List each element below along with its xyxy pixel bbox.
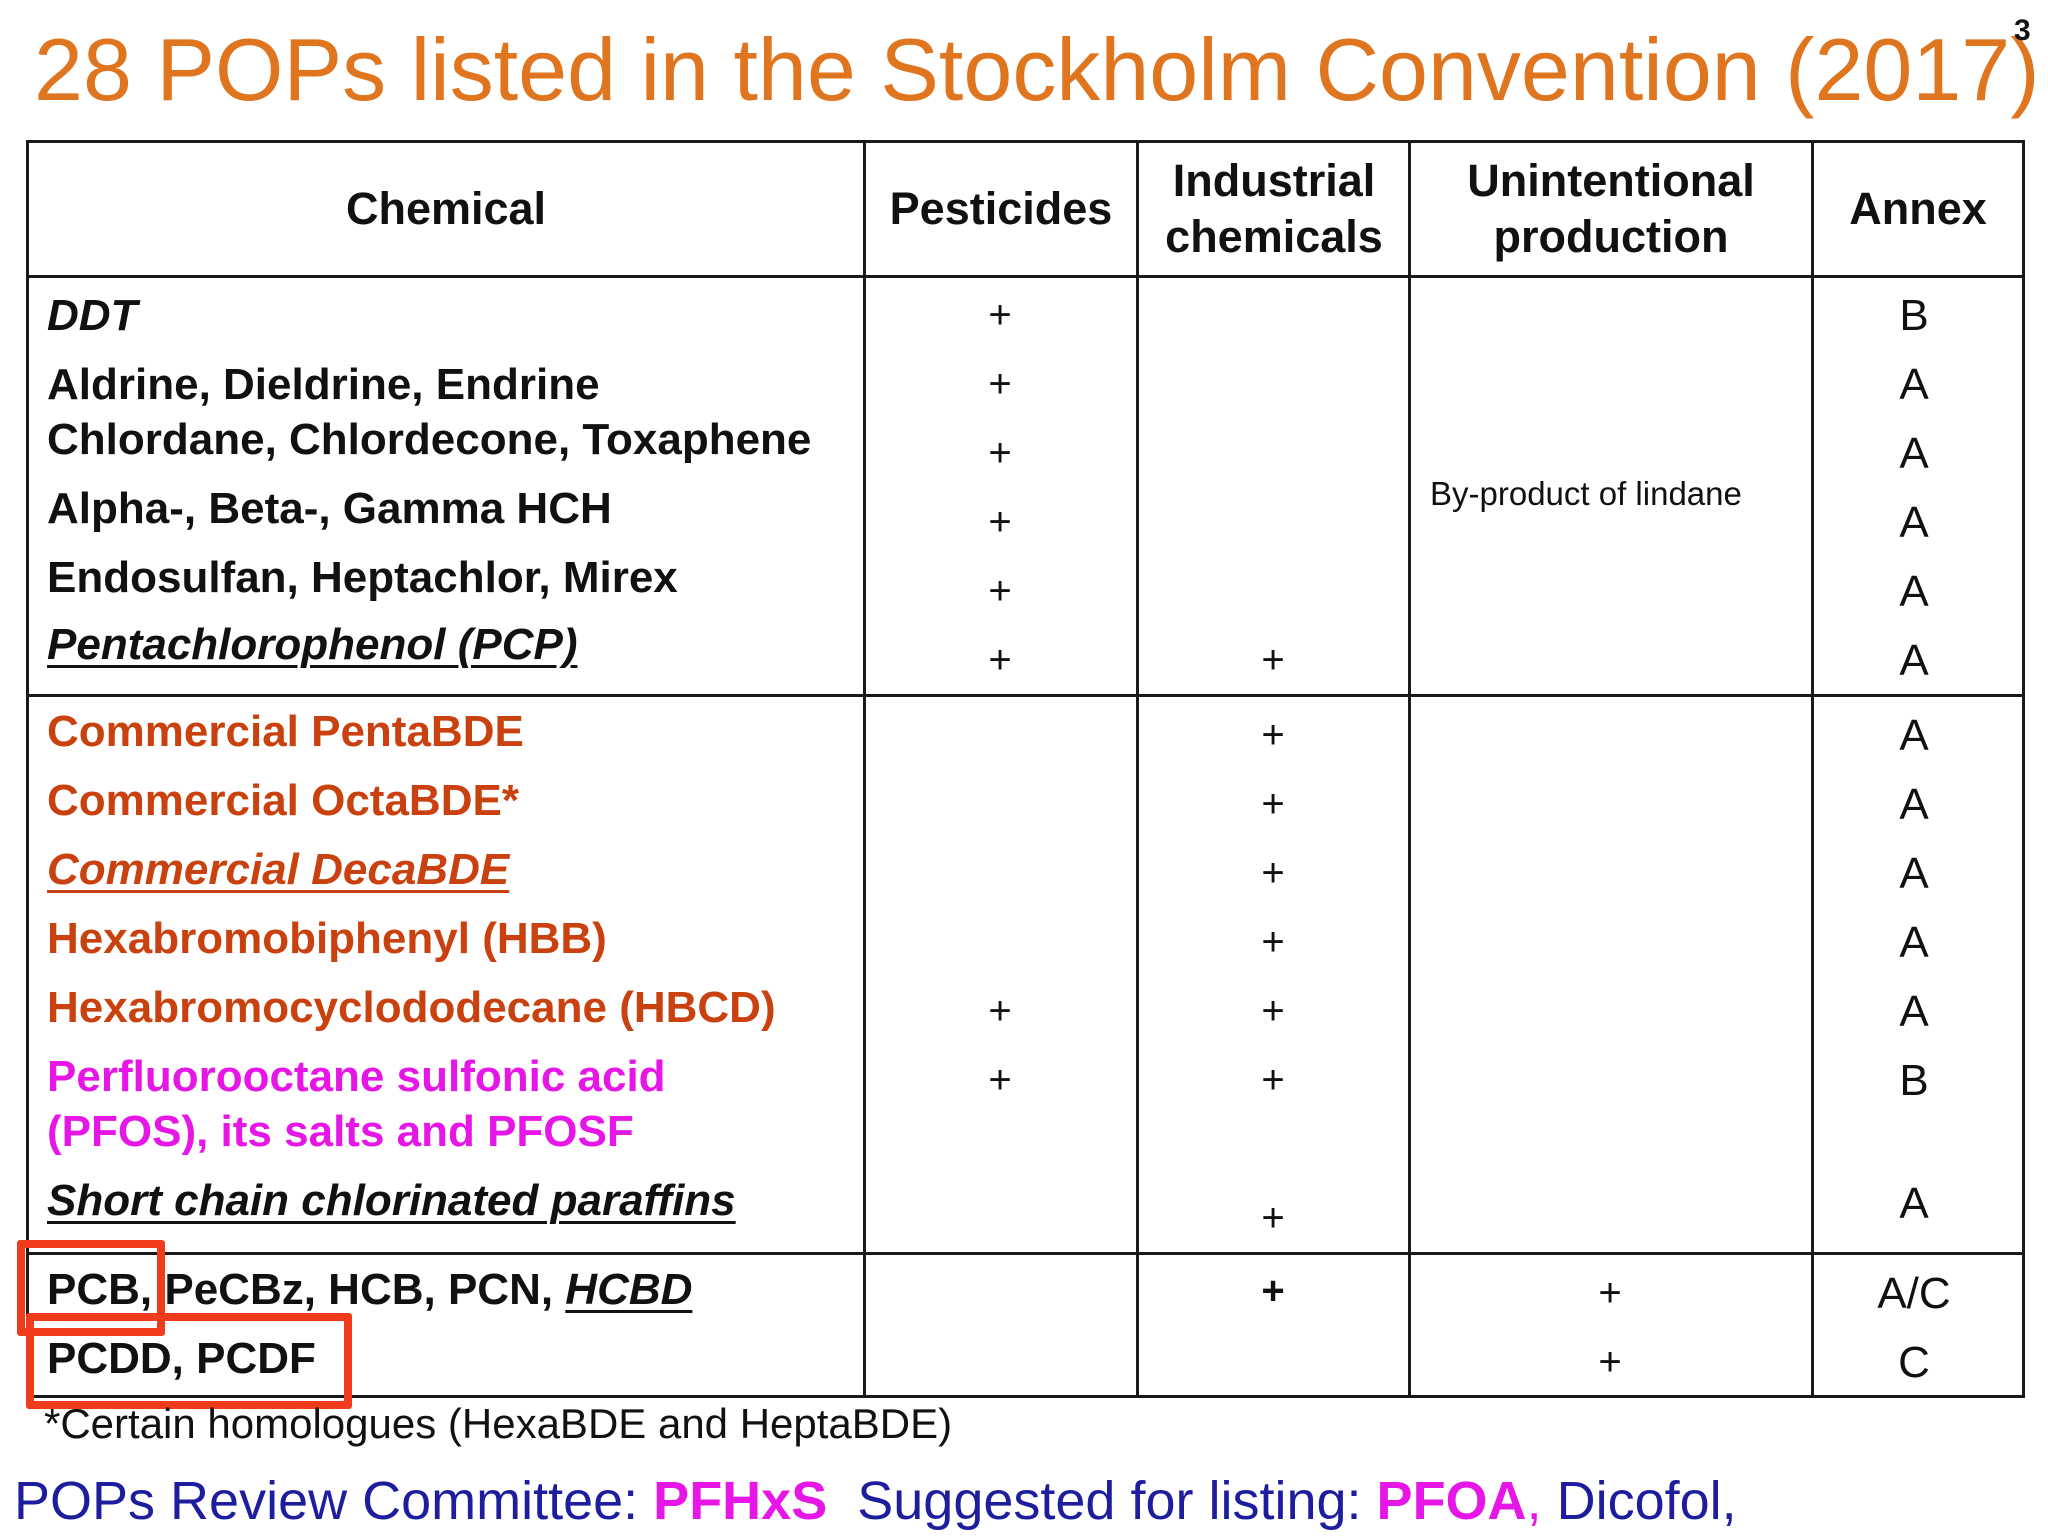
suggested-label: Suggested for listing: xyxy=(827,1471,1377,1531)
hch-pesticide-mark: + xyxy=(988,500,1012,544)
chemical-hbb: Hexabromobiphenyl (HBB) xyxy=(47,914,607,963)
hbb-annex: A xyxy=(1899,918,1929,967)
table-border-bottom xyxy=(26,1395,2025,1398)
pfhxs-label: PFHxS xyxy=(653,1471,828,1531)
chemical-pcp: Pentachlorophenol (PCP) xyxy=(47,620,578,669)
pfos-pesticide-mark: + xyxy=(988,1058,1012,1102)
group-divider-2 xyxy=(26,1252,2025,1255)
header-unintentional: Unintentional production xyxy=(1467,155,1755,262)
hbcd-pesticide-mark: + xyxy=(988,989,1012,1033)
dicofol-label: Dicofol, xyxy=(1541,1471,1737,1531)
pfoa-label: PFOA xyxy=(1376,1471,1527,1531)
hcbd-label: HCBD xyxy=(565,1265,693,1314)
chemical-hch: Alpha-, Beta-, Gamma HCH xyxy=(47,484,612,533)
chemical-pfos: Perfluorooctane sulfonic acid xyxy=(47,1052,666,1101)
col-divider-3 xyxy=(1408,140,1411,1398)
group-divider-1 xyxy=(26,694,2025,697)
pcb-annex: A/C xyxy=(1877,1269,1951,1318)
chemical-pcdd-pcdf: PCDD, PCDF xyxy=(47,1334,316,1383)
aldrine-pesticide-mark: + xyxy=(988,362,1012,406)
ddt-pesticide-mark: + xyxy=(988,293,1012,337)
table-border-top xyxy=(26,140,2025,143)
review-committee-line: POPs Review Committee: PFHxS Suggested f… xyxy=(14,1468,1737,1534)
ddt-annex: B xyxy=(1899,291,1929,340)
pops-table xyxy=(26,140,2025,1398)
octabde-annex: A xyxy=(1899,780,1929,829)
pcb-highlight-box xyxy=(17,1240,165,1336)
chemical-octabde: Commercial OctaBDE* xyxy=(47,776,519,825)
col-divider-1 xyxy=(863,140,866,1398)
table-border-left xyxy=(26,140,29,1398)
pcdd-pcdf-highlight-box xyxy=(26,1313,352,1409)
col-divider-4 xyxy=(1811,140,1814,1398)
hbb-industrial-mark: + xyxy=(1261,920,1285,964)
decabde-industrial-mark: + xyxy=(1261,851,1285,895)
chemical-endosulfan: Endosulfan, Heptachlor, Mirex xyxy=(47,553,678,602)
endosulfan-annex: A xyxy=(1899,567,1929,616)
pcb-industrial-mark: + xyxy=(1261,1269,1285,1313)
pcdd-unintentional-mark: + xyxy=(1598,1340,1622,1384)
sccp-industrial-mark: + xyxy=(1261,1196,1285,1240)
header-chemical: Chemical xyxy=(345,183,547,234)
chemical-pentabde: Commercial PentaBDE xyxy=(47,707,524,756)
hbcd-industrial-mark: + xyxy=(1261,989,1285,1033)
pentabde-annex: A xyxy=(1899,711,1929,760)
review-label: POPs Review Committee: xyxy=(14,1471,654,1531)
chemical-chlordane: Chlordane, Chlordecone, Toxaphene xyxy=(47,415,812,464)
header-industrial: Industrial chemicals xyxy=(1165,155,1383,262)
pcdd-annex: C xyxy=(1898,1338,1930,1387)
pentabde-industrial-mark: + xyxy=(1261,713,1285,757)
decabde-annex: A xyxy=(1899,849,1929,898)
pcp-pesticide-mark: + xyxy=(988,638,1012,682)
octabde-industrial-mark: + xyxy=(1261,782,1285,826)
header-divider xyxy=(26,275,2025,278)
slide-title: 28 POPs listed in the Stockholm Conventi… xyxy=(34,20,2040,119)
chemical-pfos-line2: (PFOS), its salts and PFOSF xyxy=(47,1107,634,1156)
footnote: *Certain homologues (HexaBDE and HeptaBD… xyxy=(44,1400,953,1447)
col-divider-2 xyxy=(1136,140,1139,1398)
aldrine-annex: A xyxy=(1899,360,1929,409)
pfoa-comma: , xyxy=(1526,1471,1542,1531)
header-annex: Annex xyxy=(1849,183,1987,234)
chemical-decabde: Commercial DecaBDE xyxy=(47,845,510,894)
hbcd-annex: A xyxy=(1899,987,1929,1036)
chemical-aldrine: Aldrine, Dieldrine, Endrine xyxy=(47,360,600,409)
pcb-unintentional-mark: + xyxy=(1598,1271,1622,1315)
endosulfan-pesticide-mark: + xyxy=(988,569,1012,613)
chemical-pcb-group: PCB, PeCBz, HCB, PCN, HCBD xyxy=(47,1262,692,1317)
pcb-label: PCB, xyxy=(47,1265,153,1314)
lindane-byproduct-note: By-product of lindane xyxy=(1430,475,1742,512)
pfos-annex: B xyxy=(1899,1056,1929,1105)
header-pesticides: Pesticides xyxy=(889,183,1113,234)
hch-annex: A xyxy=(1899,498,1929,547)
sccp-annex: A xyxy=(1899,1179,1929,1228)
chemical-hbcd: Hexabromocyclododecane (HBCD) xyxy=(47,983,776,1032)
table-border-right xyxy=(2022,140,2025,1398)
chemical-ddt: DDT xyxy=(47,291,138,340)
chlordane-annex: A xyxy=(1899,429,1929,478)
page-number: 3 xyxy=(2014,14,2031,47)
chemical-sccp: Short chain chlorinated paraffins xyxy=(47,1176,736,1225)
pcp-industrial-mark: + xyxy=(1261,638,1285,682)
pcp-annex: A xyxy=(1899,636,1929,685)
pecbz-label: PeCBz, HCB, PCN, xyxy=(152,1265,566,1314)
pfos-industrial-mark: + xyxy=(1261,1058,1285,1102)
chlordane-pesticide-mark: + xyxy=(988,431,1012,475)
